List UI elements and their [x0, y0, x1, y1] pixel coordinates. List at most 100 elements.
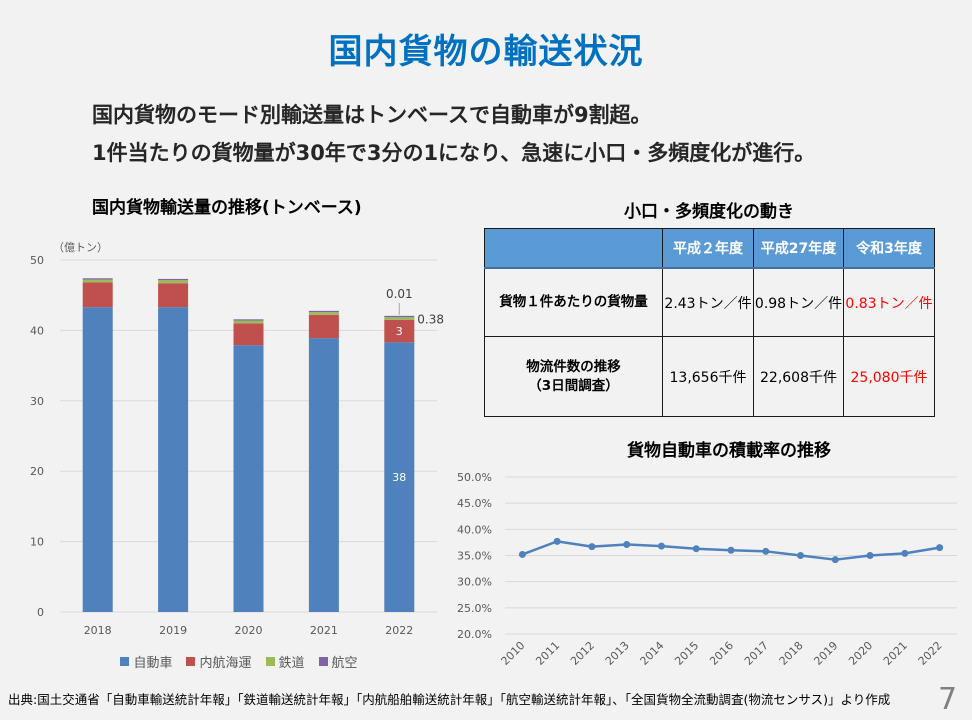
- x-tick-label: 2015: [672, 639, 701, 668]
- header-cell-empty: [484, 228, 663, 269]
- x-tick-label: 2017: [742, 639, 771, 668]
- y-tick-label: 50: [30, 254, 44, 267]
- bar-segment-automobile-2019: [158, 307, 189, 612]
- legend-swatch-aviation: [318, 657, 328, 666]
- table-cell-highlight: 25,080千件: [843, 336, 935, 417]
- y-tick-label: 30.0%: [457, 576, 492, 589]
- y-tick-label: 10: [30, 536, 44, 549]
- data-point-2011: [553, 537, 561, 545]
- bar-segment-automobile-2021: [308, 338, 339, 612]
- table-cell: 0.98トン／件: [753, 267, 844, 337]
- table-cell: 13,656千件: [662, 336, 754, 417]
- bar-segment-aviation-2022: [384, 315, 415, 318]
- load-factor-line-chart: 20.0%25.0%30.0%35.0%40.0%45.0%50.0%2010 2…: [457, 471, 957, 668]
- small-lot-frequency-table: 平成２年度 平成27年度 令和3年度 貨物１件あたりの貨物量 2.43トン／件 …: [484, 228, 935, 417]
- data-point-2020: [866, 552, 874, 559]
- legend-label: 内航海運: [199, 656, 252, 671]
- y-tick-label: 35.0%: [457, 550, 492, 563]
- bar-segment-railway-2021: [308, 312, 339, 315]
- table-cell-highlight: 0.83トン／件: [843, 267, 935, 337]
- legend-item-aviation: 航空: [318, 652, 358, 671]
- table-row: 物流件数の推移 （3日間調査） 13,656千件 22,608千件 25,080…: [484, 336, 935, 417]
- x-tick-label: 2016: [707, 639, 736, 668]
- bar-segment-coastal-shipping-2018: [82, 282, 113, 308]
- x-tick-label: 2012: [568, 639, 597, 668]
- y-tick-label: 0: [37, 606, 44, 619]
- x-tick-label: 2020: [846, 639, 875, 668]
- data-point-2015: [692, 545, 700, 553]
- data-point-2022: [936, 544, 944, 552]
- y-tick-label: 40: [30, 324, 44, 337]
- line-chart-title: 貨物自動車の積載率の推移: [627, 441, 831, 461]
- summary-line-2: 1件当たりの貨物量が30年で3分の1になり、急速に小口・多頻度化が進行。: [92, 141, 816, 165]
- slide-title: 国内貨物の輸送状況: [328, 32, 644, 72]
- y-axis-unit-label: （億トン）: [53, 241, 108, 254]
- data-point-2021: [901, 549, 909, 557]
- header-cell-r3: 令和3年度: [843, 228, 935, 269]
- x-tick-label: 2010: [499, 639, 528, 668]
- legend-item-automobile: 自動車: [120, 652, 172, 671]
- x-tick-label: 2021: [881, 639, 910, 668]
- bar-segment-railway-2018: [82, 279, 113, 283]
- y-tick-label: 45.0%: [457, 497, 492, 510]
- data-label: 0.38: [417, 313, 444, 327]
- bar-segment-coastal-shipping-2020: [233, 323, 264, 346]
- x-tick-label: 2019: [811, 639, 840, 668]
- data-label: 38: [392, 471, 406, 484]
- x-tick-label: 2022: [916, 639, 945, 668]
- summary-line-1: 国内貨物のモード別輸送量はトンベースで自動車が9割超。: [92, 103, 652, 127]
- x-tick-label: 2020: [235, 624, 263, 637]
- legend-swatch-automobile: [120, 657, 130, 666]
- bar-chart-legend: 自動車 内航海運 鉄道 航空: [0, 652, 478, 671]
- y-tick-label: 20.0%: [457, 628, 492, 641]
- x-tick-label: 2019: [159, 624, 187, 637]
- data-label: 3: [396, 325, 403, 338]
- y-tick-label: 50.0%: [457, 471, 492, 484]
- legend-item-coastal-shipping: 内航海運: [186, 652, 252, 671]
- table-row: 貨物１件あたりの貨物量 2.43トン／件 0.98トン／件 0.83トン／件: [484, 267, 935, 337]
- bar-segment-automobile-2020: [233, 345, 264, 612]
- x-tick-label: 2014: [638, 639, 667, 668]
- data-point-2014: [657, 542, 665, 550]
- x-tick-label: 2022: [385, 624, 413, 637]
- bar-segment-coastal-shipping-2019: [158, 283, 189, 308]
- y-tick-label: 20: [30, 465, 44, 478]
- table-cell: 2.43トン／件: [662, 267, 754, 337]
- y-tick-label: 25.0%: [457, 602, 492, 615]
- bar-segment-automobile-2018: [82, 307, 113, 612]
- source-footnote: 出典:国土交通省「自動車輸送統計年報」「鉄道輸送統計年報」「内航船舶輸送統計年報…: [8, 692, 891, 707]
- legend-swatch-railway: [265, 657, 275, 666]
- bar-segment-railway-2019: [158, 280, 189, 284]
- table-header-row: 平成２年度 平成27年度 令和3年度: [484, 228, 935, 269]
- data-point-2013: [623, 541, 631, 549]
- bar-segment-railway-2022: [384, 317, 415, 320]
- data-point-2012: [588, 543, 596, 551]
- data-point-2019: [831, 556, 839, 564]
- row-label: 貨物１件あたりの貨物量: [484, 267, 663, 337]
- row-label-text: 物流件数の推移: [526, 358, 621, 375]
- y-tick-label: 40.0%: [457, 523, 492, 536]
- x-tick-label: 2021: [310, 624, 338, 637]
- freight-volume-bar-chart: 0 10 20 30 40 50 （億トン） 2018 2019 2020 2021 2022 38 3 0…: [30, 241, 444, 637]
- legend-item-railway: 鉄道: [265, 652, 305, 671]
- data-point-2017: [762, 547, 770, 555]
- bar-chart-title: 国内貨物輸送量の推移(トンベース): [92, 198, 362, 218]
- x-tick-label: 2018: [84, 624, 112, 637]
- x-tick-label: 2011: [533, 639, 562, 668]
- header-cell-h2: 平成２年度: [662, 228, 754, 269]
- bar-segment-coastal-shipping-2021: [308, 314, 339, 339]
- bar-segment-aviation-2020: [233, 319, 264, 321]
- table-cell: 22,608千件: [753, 336, 844, 417]
- x-tick-label: 2018: [777, 639, 806, 668]
- data-point-2010: [518, 550, 526, 558]
- y-tick-label: 30: [30, 395, 44, 408]
- data-point-2016: [727, 546, 735, 554]
- legend-swatch-coastal-shipping: [186, 657, 196, 666]
- bar-segment-aviation-2019: [158, 278, 189, 281]
- page-number: 7: [938, 682, 958, 717]
- table-title: 小口・多頻度化の動き: [624, 202, 794, 222]
- row-label-text: 貨物１件あたりの貨物量: [499, 294, 648, 310]
- data-point-2018: [797, 552, 805, 559]
- x-tick-label: 2013: [603, 639, 632, 668]
- row-label: 物流件数の推移 （3日間調査）: [484, 336, 663, 417]
